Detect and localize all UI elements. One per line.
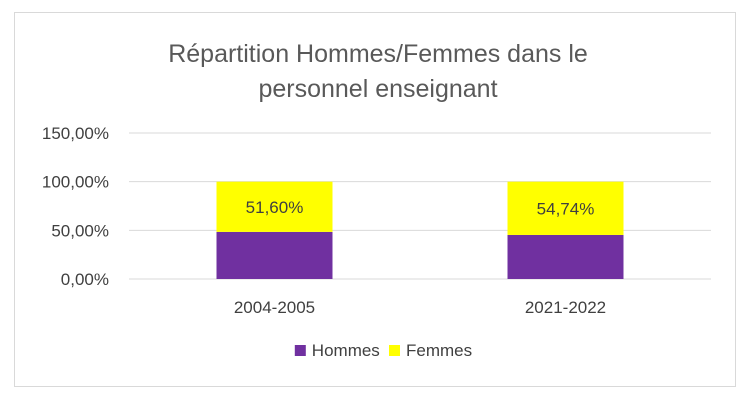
legend-label-hommes: Hommes	[312, 341, 380, 360]
bar-femmes-2004-2005	[216, 181, 333, 232]
legend: Hommes Femmes	[294, 341, 472, 360]
x-category-label: 2021-2022	[525, 298, 606, 317]
x-category-label: 2004-2005	[234, 298, 315, 317]
legend-swatch-hommes	[294, 345, 306, 356]
bars: 51,60% 54,74%	[216, 181, 624, 279]
y-tick-label: 0,00%	[61, 270, 109, 289]
data-label: 54,74%	[537, 199, 595, 218]
bar-hommes-2021-2022	[507, 234, 624, 279]
bar-femmes-2021-2022	[507, 181, 624, 235]
x-axis-labels: 2004-2005 2021-2022	[234, 298, 606, 317]
chart-frame: Répartition Hommes/Femmes dans le person…	[14, 12, 736, 387]
y-tick-label: 150,00%	[42, 124, 109, 143]
legend-label-femmes: Femmes	[406, 341, 472, 360]
chart-title-line-1: Répartition Hommes/Femmes dans le	[168, 40, 588, 68]
gridlines	[129, 132, 711, 280]
bar-hommes-2004-2005	[216, 231, 333, 279]
y-axis-ticks: 0,00% 50,00% 100,00% 150,00%	[42, 124, 109, 289]
chart-title-line-2: personnel enseignant	[258, 75, 497, 103]
y-tick-label: 50,00%	[51, 221, 109, 240]
y-tick-label: 100,00%	[42, 173, 109, 192]
legend-swatch-femmes	[389, 345, 400, 356]
data-label: 51,60%	[246, 198, 304, 217]
chart: Répartition Hommes/Femmes dans le person…	[42, 40, 711, 360]
